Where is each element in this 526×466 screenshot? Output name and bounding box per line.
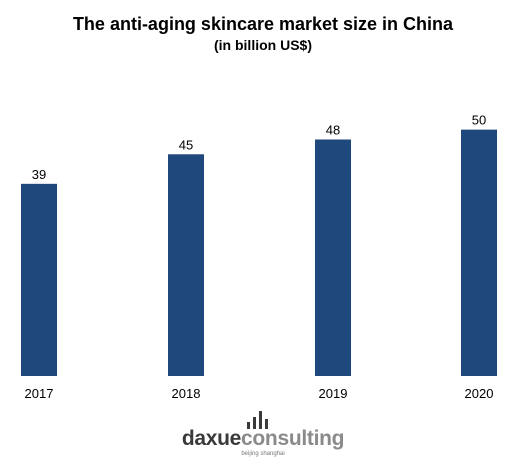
x-tick-2019: 2019: [319, 386, 348, 400]
x-tick-2017: 2017: [25, 386, 54, 400]
data-label-2020: 50: [472, 113, 486, 128]
bar-2018: [168, 154, 204, 376]
daxue-logo: daxueconsulting beijing shanghai: [0, 405, 526, 465]
logo-tagline: beijing shanghai: [241, 451, 285, 457]
x-tick-2018: 2018: [172, 386, 201, 400]
chart-subtitle: (in billion US$): [214, 37, 312, 53]
bar-2017: [21, 183, 57, 376]
data-label-2018: 45: [179, 137, 193, 152]
chart-title: The anti-aging skincare market size in C…: [72, 14, 454, 34]
logo-wordmark: daxueconsulting: [181, 427, 345, 450]
bar-2020: [461, 129, 497, 376]
logo-bars-icon: [247, 411, 269, 429]
bar-2019: [315, 139, 351, 376]
x-tick-2020: 2020: [465, 386, 494, 400]
bar-chart: 39 2017 45 2018 48 2019 50 2020: [21, 113, 497, 400]
data-label-2017: 39: [32, 167, 46, 182]
data-label-2019: 48: [326, 122, 340, 137]
